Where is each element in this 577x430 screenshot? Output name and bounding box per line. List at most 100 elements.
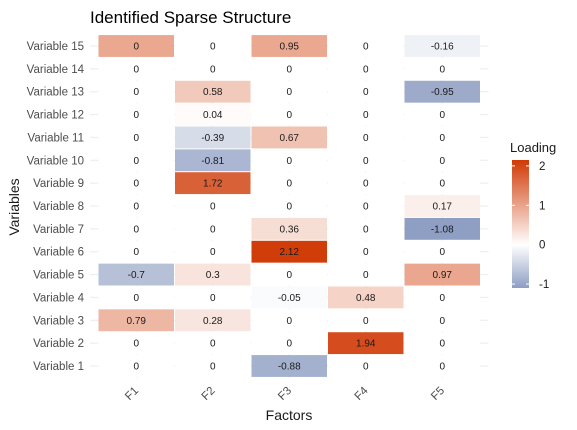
cell-value-label: 0: [363, 362, 369, 373]
cell-value-label: 0: [363, 110, 369, 121]
heatmap-cell: [98, 57, 174, 80]
cell-value-label: 0.97: [433, 270, 453, 281]
x-tick-label: F3: [276, 385, 294, 403]
heatmap-cell: [404, 286, 480, 309]
chart-title: Identified Sparse Structure: [90, 8, 291, 27]
cell-value-label: 0: [439, 156, 445, 167]
heatmap-cell: [175, 263, 251, 286]
cell-value-label: 0: [439, 339, 445, 350]
heatmap-cell: [404, 217, 480, 240]
cell-value-label: 0: [133, 133, 139, 144]
y-tick-label: Variable 10: [27, 155, 84, 167]
heatmap-cell: [98, 286, 174, 309]
cell-value-label: 0: [363, 179, 369, 190]
cell-value-label: 0: [439, 247, 445, 258]
heatmap-cell: [98, 80, 174, 103]
y-tick-label: Variable 12: [27, 110, 84, 122]
cell-value-label: 0: [133, 224, 139, 235]
heatmap-cell: [98, 35, 174, 57]
cell-value-label: 0: [286, 156, 292, 167]
heatmap-cell: [175, 286, 251, 309]
cell-value-label: 0: [133, 42, 139, 53]
y-tick-label: Variable 6: [33, 247, 84, 259]
cell-value-label: 0.95: [280, 42, 300, 53]
cell-value-label: 0: [133, 362, 139, 373]
heatmap-cell: [251, 103, 327, 126]
heatmap-cell: [328, 149, 404, 172]
heatmap-cell: [175, 355, 251, 377]
heatmap-cell: [328, 80, 404, 103]
y-tick-label: Variable 11: [28, 132, 84, 144]
heatmap-cell: [251, 80, 327, 103]
heatmap-cell: [98, 355, 174, 377]
heatmap-cell: [251, 217, 327, 240]
heatmap-cell: [251, 309, 327, 332]
heatmap-cell: [98, 332, 174, 355]
legend-title: Loading: [510, 140, 556, 155]
cell-value-label: 0.79: [127, 316, 147, 327]
cell-value-label: 0.48: [356, 293, 376, 304]
heatmap-cell: [404, 195, 480, 217]
heatmap-cell: [328, 195, 404, 217]
heatmap-cell: [404, 57, 480, 80]
cell-value-label: 0: [363, 156, 369, 167]
heatmap-cell: [251, 172, 327, 195]
heatmap-cell: [175, 172, 251, 195]
cell-value-label: 0: [286, 339, 292, 350]
heatmap-cell: [251, 35, 327, 57]
cell-value-label: 0: [363, 224, 369, 235]
cell-value-label: 0: [363, 64, 369, 75]
heatmap-cell: [251, 286, 327, 309]
heatmap-cell: [404, 80, 480, 103]
cell-value-labels: 0 0 -0.88 0 0 0 0 0 1.94 0 0.79 0.28 0 0 0 0 0 -0.05 0.48 0…: [127, 42, 455, 373]
cell-value-label: -0.05: [278, 293, 301, 304]
cell-value-label: 0.17: [433, 202, 453, 213]
y-tick-label: Variable 15: [27, 41, 84, 53]
heatmap-cell: [175, 149, 251, 172]
cell-value-label: 0: [133, 202, 139, 213]
heatmap-cell: [404, 149, 480, 172]
x-axis-title: Factors: [266, 407, 313, 423]
legend-tick-label: 2: [539, 161, 545, 173]
cell-value-label: 0: [439, 179, 445, 190]
cell-value-label: 0: [286, 202, 292, 213]
heatmap-cell: [98, 263, 174, 286]
heatmap-cell: [175, 126, 251, 149]
cell-value-label: 0: [133, 156, 139, 167]
cell-value-label: 0: [439, 110, 445, 121]
heatmap-cell: [175, 332, 251, 355]
cell-value-label: 0: [363, 87, 369, 98]
cell-value-label: 0: [363, 247, 369, 258]
cell-value-label: 0: [210, 202, 216, 213]
heatmap-cell: [251, 263, 327, 286]
cell-value-label: 0: [133, 179, 139, 190]
cell-value-label: 0: [210, 293, 216, 304]
cell-value-label: 0: [133, 110, 139, 121]
cell-value-label: 0: [286, 110, 292, 121]
y-tick-label: Variable 5: [33, 270, 84, 282]
heatmap-cell: [328, 103, 404, 126]
x-tick-label: F2: [200, 385, 218, 403]
heatmap-cell: [251, 57, 327, 80]
cell-value-label: 0: [286, 179, 292, 190]
y-tick-label: Variable 14: [27, 64, 85, 76]
cell-value-label: 0: [133, 293, 139, 304]
cell-value-label: 0: [133, 87, 139, 98]
heatmap-cell: [328, 172, 404, 195]
legend-color-bar: [512, 160, 529, 288]
cell-value-label: 0: [210, 224, 216, 235]
heatmap-cell: [404, 172, 480, 195]
heatmap-cell: [251, 149, 327, 172]
cell-value-label: 0: [439, 316, 445, 327]
heatmap-cell: [328, 355, 404, 377]
heatmap-cell: [328, 263, 404, 286]
cell-value-label: 0.67: [280, 133, 300, 144]
heatmap-cell: [175, 103, 251, 126]
heatmap-cell: [404, 103, 480, 126]
heatmap-cell: [328, 240, 404, 263]
heatmap-cell: [175, 57, 251, 80]
cell-value-label: 0: [210, 247, 216, 258]
heatmap-cell: [328, 126, 404, 149]
heatmap-cell: [175, 35, 251, 57]
heatmap-cell: [175, 309, 251, 332]
